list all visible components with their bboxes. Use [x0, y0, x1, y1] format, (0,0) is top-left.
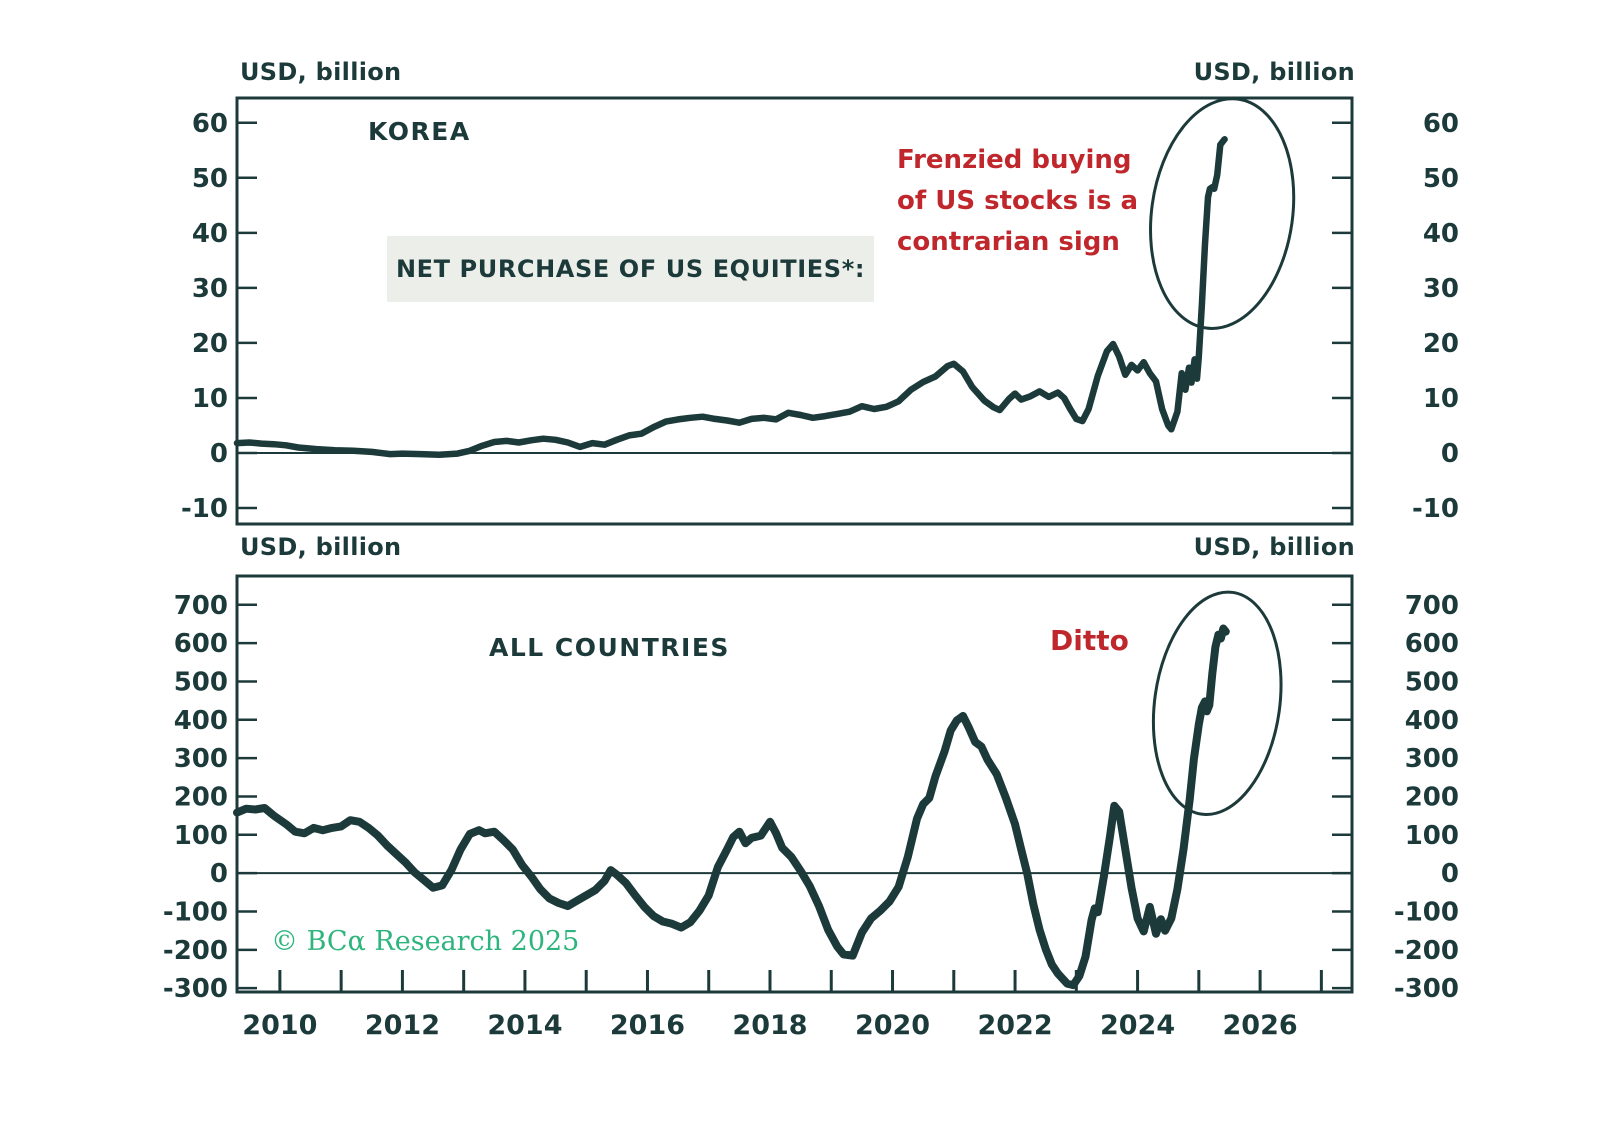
bottom-y-tick-label-right: 400	[1405, 706, 1459, 736]
top-panel-annotation: Frenzied buying of US stocks is a contra…	[897, 140, 1138, 263]
x-axis-year-label: 2012	[365, 1010, 440, 1041]
series-label-text: NET PURCHASE OF US EQUITIES*:	[395, 255, 866, 283]
top-y-tick-label-left: 60	[192, 109, 228, 139]
bottom-panel-frame	[235, 574, 1354, 994]
bottom-y-tick-label-left: 700	[174, 591, 228, 621]
x-axis-year-label: 2022	[977, 1010, 1052, 1041]
bottom-y-tick-label-left: 0	[210, 859, 228, 889]
top-y-tick-label-left: 40	[192, 219, 228, 249]
x-axis-year-label: 2010	[242, 1010, 317, 1041]
bottom-y-tick-label-left: -100	[163, 897, 228, 927]
bottom-y-tick-label-right: -300	[1394, 974, 1459, 1004]
net-purchase-us-equities-all-countries-line	[233, 624, 1230, 990]
x-axis-year-label: 2018	[732, 1010, 807, 1041]
bottom-y-tick-label-right: 0	[1441, 859, 1459, 889]
top-highlight-ellipse	[1149, 97, 1296, 330]
bottom-y-tick-label-right: 100	[1405, 821, 1459, 851]
top-y-tick-label-left: 0	[210, 439, 228, 469]
bottom-panel-unit-label-left: USD, billion	[240, 533, 402, 561]
top-y-tick-label-right: -10	[1412, 494, 1459, 524]
copyright-watermark: © BCα Research 2025	[271, 926, 580, 957]
bottom-y-tick-label-left: 400	[174, 706, 228, 736]
bottom-y-tick-label-left: -300	[163, 974, 228, 1004]
bottom-panel-unit-label-right: USD, billion	[1193, 533, 1355, 561]
bottom-y-tick-label-right: -200	[1394, 936, 1459, 966]
top-panel-title: KOREA	[368, 117, 471, 146]
top-panel-frame	[235, 96, 1354, 526]
x-axis-year-label: 2026	[1223, 1010, 1298, 1041]
series-label-chip: NET PURCHASE OF US EQUITIES*:	[387, 236, 874, 302]
bottom-y-tick-label-left: 100	[174, 821, 228, 851]
x-axis-year-label: 2016	[610, 1010, 685, 1041]
top-y-tick-label-right: 10	[1423, 384, 1459, 414]
bottom-y-tick-label-right: 700	[1405, 591, 1459, 621]
top-panel-unit-label-right: USD, billion	[1193, 58, 1355, 86]
x-axis-year-label: 2020	[855, 1010, 930, 1041]
bottom-highlight-ellipse	[1151, 590, 1283, 816]
bottom-y-tick-label-right: -100	[1394, 897, 1459, 927]
bottom-y-tick-label-right: 600	[1405, 629, 1459, 659]
bottom-panel-title: ALL COUNTRIES	[489, 633, 730, 662]
top-y-tick-label-right: 20	[1423, 329, 1459, 359]
bottom-y-tick-label-left: 300	[174, 744, 228, 774]
top-y-tick-label-right: 0	[1441, 439, 1459, 469]
annotation-line-1: Frenzied buying	[897, 145, 1132, 175]
bottom-y-tick-label-left: -200	[163, 936, 228, 966]
top-y-tick-label-left: 20	[192, 329, 228, 359]
annotation-line-2: of US stocks is a	[897, 186, 1139, 216]
top-y-tick-label-left: 30	[192, 274, 228, 304]
bottom-y-tick-label-left: 500	[174, 667, 228, 697]
x-axis-year-label: 2024	[1100, 1010, 1175, 1041]
top-y-tick-label-left: 50	[192, 164, 228, 194]
bottom-y-tick-label-left: 600	[174, 629, 228, 659]
net-purchase-us-equities-korea-line	[233, 136, 1228, 458]
annotation-line-3: contrarian sign	[897, 227, 1120, 257]
top-panel-unit-label-left: USD, billion	[240, 58, 402, 86]
top-y-tick-label-right: 50	[1423, 164, 1459, 194]
x-axis-year-label: 2014	[487, 1010, 562, 1041]
bottom-y-tick-label-right: 300	[1405, 744, 1459, 774]
bottom-y-tick-label-left: 200	[174, 782, 228, 812]
top-y-tick-label-right: 40	[1423, 219, 1459, 249]
top-y-tick-label-right: 30	[1423, 274, 1459, 304]
top-y-tick-label-left: -10	[181, 494, 228, 524]
bottom-y-tick-label-right: 200	[1405, 782, 1459, 812]
bottom-panel-annotation: Ditto	[1050, 624, 1129, 657]
top-y-tick-label-right: 60	[1423, 109, 1459, 139]
top-y-tick-label-left: 10	[192, 384, 228, 414]
bottom-y-tick-label-right: 500	[1405, 667, 1459, 697]
